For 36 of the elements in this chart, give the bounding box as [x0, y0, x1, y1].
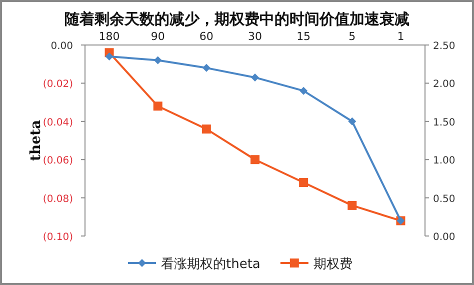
point: [250, 155, 260, 164]
point: [202, 124, 211, 134]
point: [348, 117, 356, 126]
y2-tick-label: 1.00: [433, 156, 456, 167]
x-tick-label: 180: [98, 30, 120, 43]
point: [300, 86, 308, 95]
y2-tick-label: 2.50: [433, 41, 456, 52]
point: [251, 73, 259, 82]
point: [348, 200, 357, 210]
legend-label: 看涨期权的theta: [161, 257, 260, 272]
y-tick-label: 0.00: [50, 41, 73, 52]
legend-label: 期权费: [313, 257, 352, 272]
legend-期权费: 期权费: [280, 257, 352, 272]
x-tick-label: 60: [199, 30, 214, 43]
x-tick-label: 1: [397, 30, 404, 43]
x-tick-label: 30: [248, 30, 262, 43]
x-tick-label: 90: [150, 30, 165, 43]
x-tick-label: 5: [348, 30, 356, 43]
y2-tick-label: 2.00: [433, 79, 456, 90]
point: [154, 56, 162, 64]
point: [202, 64, 210, 72]
x-tick-label: 15: [296, 30, 311, 43]
y2-tick-label: 1.50: [433, 117, 456, 128]
point: [153, 102, 162, 111]
chart-title: 随着剩余天数的减少，期权费中的时间价值加速衰减: [64, 10, 410, 28]
legend-看涨期权的theta: 看涨期权的theta: [128, 257, 260, 272]
point: [299, 178, 308, 188]
y-tick-label: (0.10): [42, 232, 74, 243]
y2-tick-label: 0.50: [433, 194, 456, 205]
y-axis-title: theta: [28, 120, 44, 162]
y-tick-label: (0.06): [42, 156, 74, 167]
y-tick-label: (0.04): [42, 117, 74, 128]
y2-tick-label: 0.00: [433, 232, 456, 243]
point: [105, 52, 114, 60]
y-tick-label: (0.08): [42, 194, 74, 205]
y-tick-label: (0.02): [42, 79, 74, 90]
